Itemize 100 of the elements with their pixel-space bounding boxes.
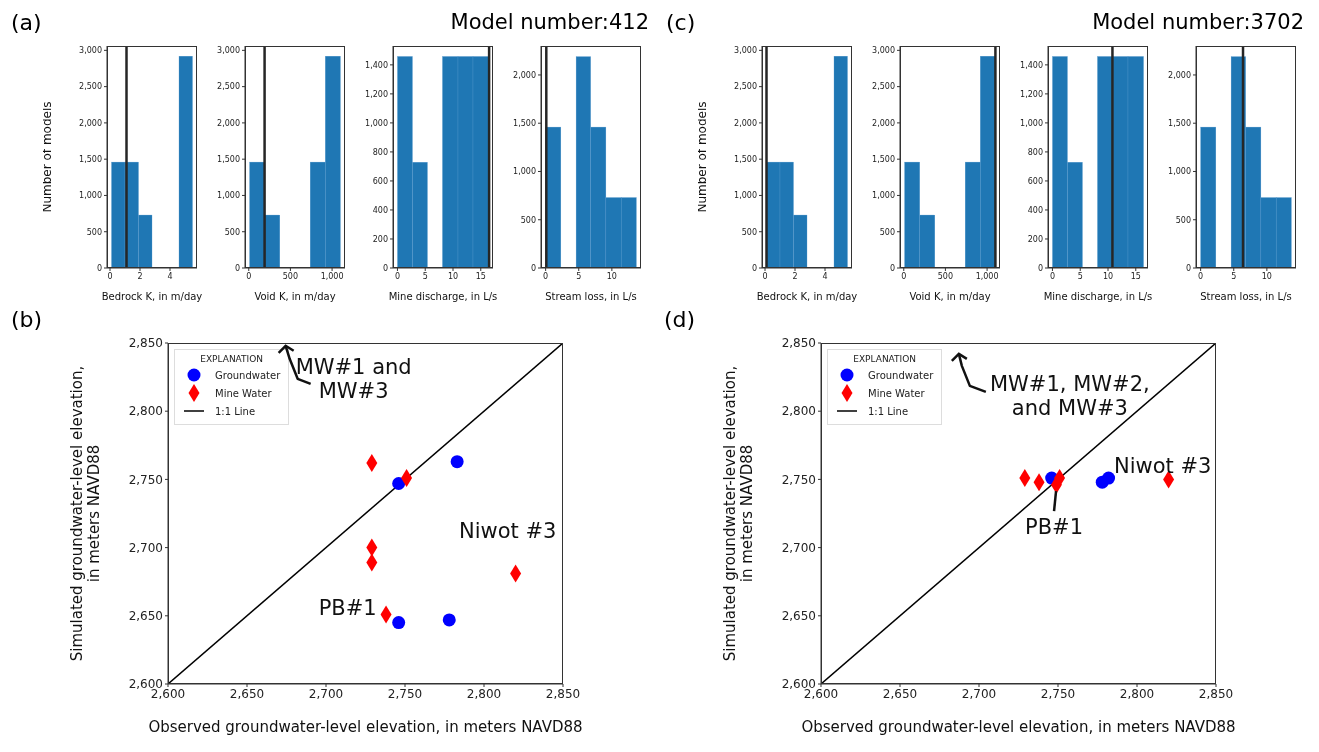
x-tick-label: 500 — [282, 271, 299, 281]
x-tick-label: 4 — [167, 271, 173, 281]
y-tick-label: 2,500 — [79, 82, 102, 92]
y-tick-label: 3,000 — [79, 46, 102, 56]
y-tick-label: 1,500 — [217, 155, 240, 165]
x-tick-label: 5 — [1231, 271, 1237, 281]
chart-title: Model number:3702 — [1092, 10, 1304, 34]
x-tick-label: 10 — [1102, 271, 1114, 281]
y-tick-label: 3,000 — [734, 46, 757, 56]
x-tick-label: 15 — [1130, 271, 1141, 281]
y-tick-label: 2,700 — [128, 540, 163, 555]
y-tick-label: 1,000 — [513, 167, 536, 177]
y-tick-label: 2,000 — [79, 118, 102, 128]
point — [442, 613, 456, 627]
x-axis-title: Stream loss, in L/s — [545, 291, 637, 302]
y-tick-label: 400 — [372, 205, 388, 215]
x-tick-label: 2 — [137, 271, 143, 281]
y-axis-title: Number of models — [695, 101, 710, 213]
y-tick-label: 1,000 — [1168, 167, 1191, 177]
y-tick-label: 2,750 — [781, 472, 816, 487]
y-tick-label: 1,200 — [1020, 89, 1043, 99]
x-axis-title: Stream loss, in L/s — [1200, 291, 1292, 302]
y-tick-label: 2,700 — [781, 540, 816, 555]
legend-title: EXPLANATION — [852, 354, 918, 364]
y-tick-label: 800 — [372, 147, 388, 157]
x-tick-label: 15 — [475, 271, 486, 281]
text: (d) — [664, 307, 696, 332]
y-tick-label: 2,650 — [781, 609, 816, 624]
legend-label: Mine Water — [868, 387, 925, 399]
y-tick-label: 0 — [530, 263, 536, 273]
y-tick-label: 1,500 — [513, 119, 536, 129]
legend-label: 1:1 Line — [215, 405, 256, 417]
y-tick-label: 500 — [520, 215, 536, 225]
annotation: Niwot #3 — [458, 518, 557, 543]
annotation: PB#1 — [1025, 515, 1084, 540]
x-tick-label: 10 — [606, 271, 617, 281]
x-axis-title: Observed groundwater-level elevation, in meters NAVD88 — [148, 718, 583, 736]
text: (b) — [11, 307, 43, 332]
point — [392, 616, 406, 630]
y-tick-label: 500 — [1175, 215, 1191, 225]
legend-title: EXPLANATION — [199, 354, 265, 364]
y-tick-label: 1,000 — [734, 191, 757, 201]
y-tick-label: 600 — [1027, 176, 1043, 186]
x-tick-label: 0 — [543, 271, 549, 281]
annotation: PB#1 — [318, 595, 377, 620]
x-tick-label: 2,750 — [387, 686, 423, 701]
x-tick-label: 2,800 — [1119, 686, 1155, 701]
x-tick-label: 1,000 — [320, 271, 344, 281]
y-axis-title: Number of models — [40, 101, 55, 213]
y-tick-label: 2,850 — [128, 336, 163, 351]
x-axis-title: Mine discharge, in L/s — [1043, 291, 1153, 302]
y-tick-label: 500 — [879, 227, 895, 237]
x-tick-label: 10 — [1261, 271, 1272, 281]
y-tick-label: 0 — [96, 263, 102, 273]
y-tick-label: 2,500 — [217, 82, 240, 92]
legend-label: 1:1 Line — [868, 405, 909, 417]
y-tick-label: 1,000 — [1020, 118, 1043, 128]
y-tick-label: 2,000 — [217, 118, 240, 128]
y-tick-label: 0 — [382, 263, 388, 273]
y-tick-label: 2,850 — [781, 336, 816, 351]
x-tick-label: 4 — [822, 271, 828, 281]
x-tick-label: 0 — [1198, 271, 1204, 281]
y-tick-label: 0 — [234, 263, 240, 273]
y-axis-title: Simulated groundwater-level elevation, in meters NAVD88 — [67, 365, 103, 662]
y-tick-label: 1,200 — [365, 89, 388, 99]
x-axis-title: Bedrock K, in m/day — [756, 291, 858, 302]
y-tick-label: 2,000 — [872, 118, 895, 128]
y-tick-label: 2,650 — [128, 609, 163, 624]
y-axis-title: Simulated groundwater-level elevation, in meters NAVD88 — [720, 365, 756, 662]
x-tick-label: 2 — [792, 271, 798, 281]
x-tick-label: 500 — [937, 271, 954, 281]
y-tick-label: 1,400 — [1020, 60, 1043, 70]
x-tick-label: 0 — [246, 271, 252, 281]
y-tick-label: 500 — [86, 227, 102, 237]
x-tick-label: 0 — [762, 271, 768, 281]
x-tick-label: 0 — [1049, 271, 1055, 281]
y-tick-label: 1,500 — [1168, 119, 1191, 129]
y-tick-label: 2,000 — [513, 70, 536, 80]
annotation: MW#1 and MW#3 — [295, 355, 412, 404]
y-tick-label: 2,750 — [128, 472, 163, 487]
point — [450, 455, 464, 469]
x-tick-label: 5 — [422, 271, 428, 281]
x-axis-title: Bedrock K, in m/day — [101, 291, 203, 302]
y-tick-label: 600 — [372, 176, 388, 186]
y-tick-label: 1,000 — [217, 191, 240, 201]
y-tick-label: 1,500 — [872, 155, 895, 165]
y-tick-label: 1,400 — [365, 60, 388, 70]
x-tick-label: 2,800 — [466, 686, 502, 701]
legend-label: Groundwater — [868, 369, 934, 381]
y-tick-label: 800 — [1027, 147, 1043, 157]
y-tick-label: 0 — [1185, 263, 1191, 273]
x-tick-label: 0 — [901, 271, 907, 281]
x-axis-title: Observed groundwater-level elevation, in meters NAVD88 — [801, 718, 1236, 736]
y-tick-label: 0 — [889, 263, 895, 273]
x-tick-label: 5 — [1077, 271, 1083, 281]
x-tick-label: 1,000 — [975, 271, 999, 281]
y-tick-label: 200 — [1027, 234, 1043, 244]
point — [392, 476, 406, 490]
text: (c) — [666, 10, 696, 35]
x-axis-title: Void K, in m/day — [909, 291, 991, 302]
